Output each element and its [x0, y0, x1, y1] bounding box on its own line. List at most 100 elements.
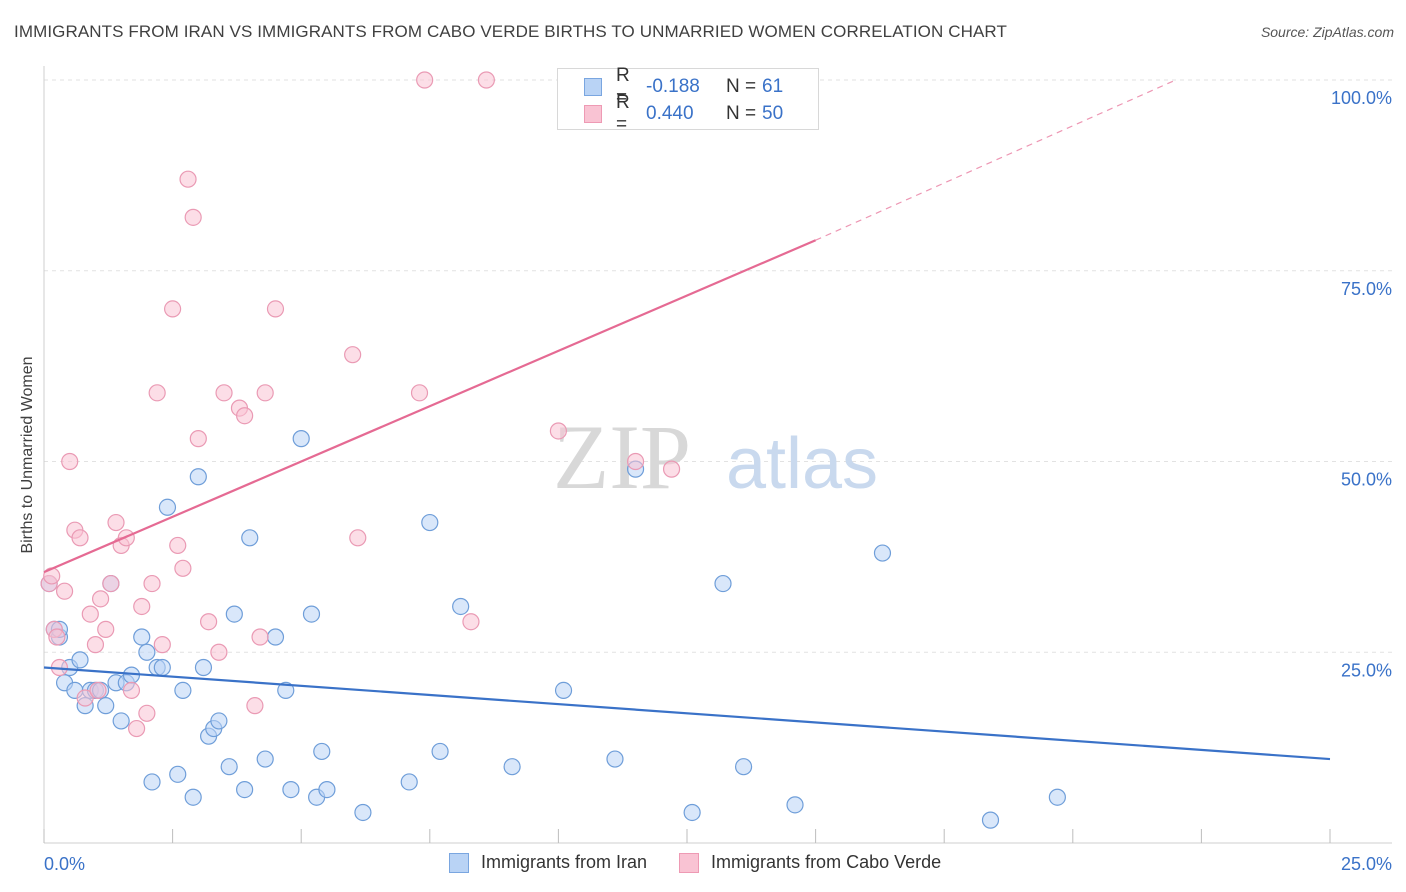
point-cabo-verde	[210, 643, 228, 661]
point-iran	[97, 697, 115, 715]
point-cabo-verde	[89, 681, 107, 700]
point-iran	[313, 742, 331, 761]
point-cabo-verde	[215, 384, 233, 402]
tick-labels: 25.0% 50.0% 75.0% 100.0% 0.0% 25.0%	[44, 88, 1392, 874]
legend-n-label: N =	[726, 103, 757, 124]
point-cabo-verde	[200, 613, 218, 631]
point-iran	[184, 788, 202, 806]
point-iran	[981, 811, 1000, 829]
point-cabo-verde	[251, 628, 269, 646]
point-cabo-verde	[76, 689, 94, 707]
legend-row-cabo-verde: R = 0.440 N = 50	[584, 92, 784, 135]
data-points	[40, 71, 1066, 829]
point-cabo-verde	[662, 460, 681, 478]
watermark-zip: ZIP	[553, 406, 691, 508]
legend-swatch-cabo-verde	[584, 105, 602, 123]
legend-swatch-iran	[449, 852, 469, 873]
point-iran	[421, 513, 439, 532]
y-tick-label: 50.0%	[1341, 470, 1392, 490]
legend-n-value-cabo-verde: 50	[762, 103, 784, 124]
stats-legend: R = -0.188 N = 61 R = 0.440 N = 50	[557, 65, 819, 135]
point-iran	[786, 796, 804, 814]
point-iran	[683, 803, 701, 822]
point-cabo-verde	[256, 384, 274, 402]
point-iran	[302, 605, 321, 623]
point-iran	[1048, 788, 1066, 806]
point-cabo-verde	[91, 590, 110, 608]
point-cabo-verde	[143, 574, 161, 593]
legend-row-iran: R = -0.188 N = 61	[584, 65, 783, 108]
point-iran	[174, 681, 192, 700]
point-cabo-verde	[626, 452, 645, 471]
point-cabo-verde	[148, 384, 166, 402]
point-cabo-verde	[344, 346, 362, 364]
point-iran	[220, 758, 238, 776]
point-iran	[431, 742, 449, 761]
point-cabo-verde	[102, 574, 120, 593]
point-cabo-verde	[410, 384, 429, 402]
point-cabo-verde	[179, 170, 197, 188]
point-cabo-verde	[549, 422, 568, 440]
trend-line-cabo-verde	[43, 239, 817, 574]
point-iran	[189, 468, 207, 486]
point-iran	[452, 597, 470, 616]
source-label: Source: ZipAtlas.com	[1260, 24, 1394, 40]
point-iran	[256, 750, 274, 768]
legend-r-label: R =	[616, 65, 630, 108]
legend-r-value-cabo-verde: 0.440	[646, 103, 694, 124]
point-cabo-verde	[153, 636, 171, 654]
point-cabo-verde	[48, 628, 66, 646]
point-iran	[400, 773, 418, 791]
chart-title: IMMIGRANTS FROM IRAN VS IMMIGRANTS FROM …	[14, 22, 1007, 41]
point-cabo-verde	[61, 452, 79, 471]
y-tick-label: 25.0%	[1341, 660, 1392, 680]
x-tick-label: 25.0%	[1341, 854, 1392, 874]
watermark-atlas: atlas	[726, 424, 878, 504]
point-iran	[873, 544, 892, 562]
point-cabo-verde	[122, 681, 141, 700]
axes	[43, 66, 1392, 844]
point-cabo-verde	[416, 71, 434, 89]
point-iran	[714, 574, 732, 593]
point-iran	[133, 628, 151, 646]
point-iran	[734, 758, 753, 776]
point-iran	[266, 628, 285, 646]
trend-line-iran	[43, 666, 1331, 761]
legend-swatch-cabo-verde	[679, 852, 700, 873]
series-legend: Immigrants from Iran Immigrants from Cab…	[449, 852, 973, 873]
point-iran	[241, 529, 259, 547]
point-iran	[277, 681, 295, 700]
y-tick-label: 100.0%	[1331, 88, 1392, 108]
point-cabo-verde	[246, 697, 264, 715]
watermark: ZIP atlas	[553, 406, 878, 508]
point-iran	[210, 712, 228, 730]
point-cabo-verde	[133, 597, 151, 616]
legend-label-cabo-verde: Immigrants from Cabo Verde	[711, 852, 942, 872]
point-cabo-verde	[107, 513, 125, 532]
point-cabo-verde	[174, 559, 192, 577]
legend-label-iran: Immigrants from Iran	[481, 852, 648, 872]
point-cabo-verde	[236, 407, 254, 425]
point-cabo-verde	[127, 719, 146, 738]
point-iran	[143, 773, 161, 791]
point-iran	[169, 765, 187, 783]
trend-lines	[43, 79, 1331, 761]
point-iran	[236, 780, 254, 799]
point-cabo-verde	[97, 620, 115, 638]
point-cabo-verde	[138, 704, 156, 722]
point-iran	[292, 430, 310, 448]
point-cabo-verde	[55, 582, 74, 600]
trend-line-cabo-verde-extension	[815, 79, 1176, 241]
point-cabo-verde	[86, 636, 105, 654]
point-iran	[503, 758, 521, 776]
point-cabo-verde	[462, 613, 480, 631]
legend-r-value-iran: -0.188	[646, 76, 700, 97]
point-iran	[158, 498, 177, 516]
point-cabo-verde	[169, 536, 187, 555]
y-tick-label: 75.0%	[1341, 279, 1392, 299]
point-iran	[282, 780, 300, 799]
point-iran	[554, 681, 573, 700]
point-cabo-verde	[184, 208, 202, 226]
point-iran	[112, 712, 130, 730]
